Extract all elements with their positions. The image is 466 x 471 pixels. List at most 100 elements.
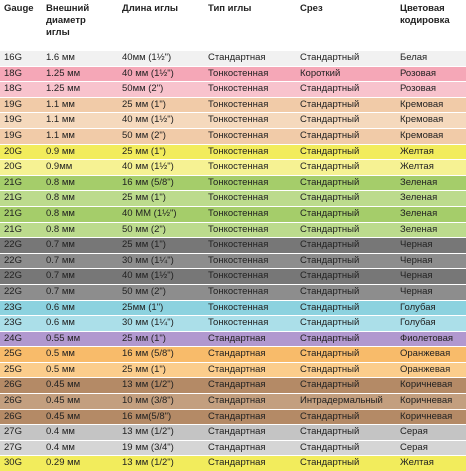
table-cell: Тонкостенная: [204, 269, 296, 285]
table-cell: 20G: [0, 160, 42, 176]
table-cell: 13 мм (1/2"): [118, 456, 204, 471]
table-cell: Стандартная: [204, 456, 296, 471]
table-cell: Тонкостенная: [204, 66, 296, 82]
table-cell: Черная: [396, 284, 466, 300]
table-cell: 16 мм (5/8"): [118, 347, 204, 363]
table-cell: Стандартный: [296, 51, 396, 67]
table-cell: Стандартный: [296, 222, 396, 238]
header-cell: Цветовая кодировка: [396, 0, 466, 51]
table-cell: 1.25 мм: [42, 82, 118, 98]
table-cell: Коричневая: [396, 409, 466, 425]
table-cell: Кремовая: [396, 97, 466, 113]
table-cell: 25мм (1"): [118, 300, 204, 316]
table-cell: Черная: [396, 238, 466, 254]
table-cell: Стандартная: [204, 378, 296, 394]
table-cell: 25 мм (1"): [118, 331, 204, 347]
table-cell: Тонкостенная: [204, 82, 296, 98]
table-cell: 0.8 мм: [42, 206, 118, 222]
table-cell: 24G: [0, 331, 42, 347]
table-cell: 50 мм (2"): [118, 222, 204, 238]
table-cell: Стандартный: [296, 191, 396, 207]
table-cell: 0.45 мм: [42, 394, 118, 410]
table-cell: Белая: [396, 51, 466, 67]
table-cell: Тонкостенная: [204, 253, 296, 269]
table-cell: 10 мм (3/8"): [118, 394, 204, 410]
table-cell: 16G: [0, 51, 42, 67]
table-cell: Тонкостенная: [204, 316, 296, 332]
table-cell: Тонкостенная: [204, 284, 296, 300]
table-cell: Зеленая: [396, 222, 466, 238]
table-cell: 30 мм (1¼"): [118, 316, 204, 332]
table-cell: 25G: [0, 362, 42, 378]
table-cell: Зеленая: [396, 191, 466, 207]
table-cell: 1.1 мм: [42, 97, 118, 113]
table-cell: 1.25 мм: [42, 66, 118, 82]
table-cell: Стандартная: [204, 425, 296, 441]
table-cell: Стандартный: [296, 160, 396, 176]
table-cell: Стандартный: [296, 206, 396, 222]
table-cell: Стандартный: [296, 425, 396, 441]
table-cell: Тонкостенная: [204, 113, 296, 129]
table-cell: 18G: [0, 82, 42, 98]
table-cell: 0.8 мм: [42, 222, 118, 238]
table-cell: 0.9 мм: [42, 144, 118, 160]
table-cell: 21G: [0, 175, 42, 191]
table-cell: Стандартный: [296, 238, 396, 254]
table-cell: Стандартная: [204, 347, 296, 363]
table-cell: Серая: [396, 440, 466, 456]
table-cell: Тонкостенная: [204, 238, 296, 254]
table-cell: Голубая: [396, 316, 466, 332]
table-cell: 23G: [0, 316, 42, 332]
table-cell: 40 мм (1½"): [118, 160, 204, 176]
table-cell: 26G: [0, 378, 42, 394]
table-cell: Тонкостенная: [204, 206, 296, 222]
table-cell: 40 мм (1½"): [118, 269, 204, 285]
page: {"table": { "header": ["Gauge", "Внешний…: [0, 0, 466, 445]
table-cell: Кремовая: [396, 128, 466, 144]
table-cell: Коричневая: [396, 394, 466, 410]
table-cell: 26G: [0, 409, 42, 425]
table-cell: 30 мм (1¼"): [118, 253, 204, 269]
table-cell: Стандартная: [204, 394, 296, 410]
table-cell: 16 мм(5/8"): [118, 409, 204, 425]
table-cell: 22G: [0, 269, 42, 285]
table-cell: Розовая: [396, 82, 466, 98]
table-cell: Стандартный: [296, 113, 396, 129]
table-cell: 19G: [0, 97, 42, 113]
table-cell: 0.6 мм: [42, 316, 118, 332]
table-cell: 50 мм (2"): [118, 284, 204, 300]
table-cell: Черная: [396, 253, 466, 269]
table-cell: Стандартный: [296, 284, 396, 300]
table-cell: 0.8 мм: [42, 175, 118, 191]
table-cell: 27G: [0, 440, 42, 456]
table-cell: 40 мм (1½"): [118, 113, 204, 129]
table-cell: 25 мм (1"): [118, 191, 204, 207]
table-cell: Стандартный: [296, 331, 396, 347]
table-cell: Коричневая: [396, 378, 466, 394]
table-cell: 0.5 мм: [42, 347, 118, 363]
table-cell: 13 мм (1/2"): [118, 425, 204, 441]
table-cell: 0.7 мм: [42, 253, 118, 269]
table-cell: 40 ММ (1½"): [118, 206, 204, 222]
table-cell: Стандартный: [296, 253, 396, 269]
table-cell: Голубая: [396, 300, 466, 316]
table-cell: Короткий: [296, 66, 396, 82]
table-cell: Стандартный: [296, 82, 396, 98]
table-cell: Кремовая: [396, 113, 466, 129]
table-cell: Интрадермальный: [296, 394, 396, 410]
table-cell: Стандартный: [296, 362, 396, 378]
